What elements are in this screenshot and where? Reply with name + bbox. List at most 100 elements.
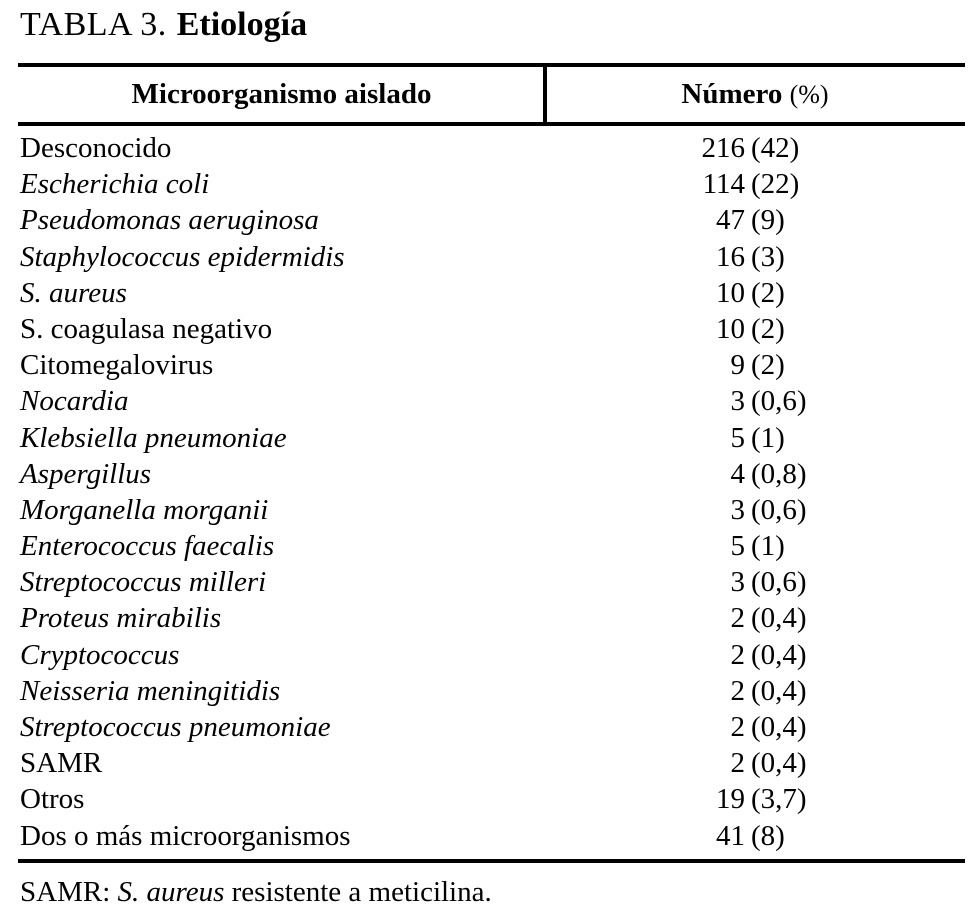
organism-name: S. aureus [20,276,127,309]
count-value: 5 [730,530,746,563]
percent-value: (2) [751,276,785,309]
value-cell: 5 (1) [605,420,965,456]
count-value: 9 [730,349,746,382]
table-row: Klebsiella pneumoniae 5 (1) [18,420,965,456]
organism-name: Desconocido [20,132,172,164]
count-value: 2 [730,747,746,780]
organism-name: Streptococcus pneumoniae [20,711,331,743]
value-cell: 2 (0,4) [605,673,965,709]
percent-value: (8) [751,819,785,852]
header-column-divider [543,63,547,126]
percent-value: (2) [751,349,785,382]
organism-name: Streptococcus milleri [20,566,267,599]
table-row: SAMR 2 (0,4) [18,745,965,781]
percent-value: (0,8) [751,457,807,490]
organism-name: Aspergillus [20,457,152,490]
count-value: 5 [730,421,746,454]
value-cell: 3 (0,6) [605,492,965,528]
organism-name: Klebsiella pneumoniae [20,421,287,454]
value-cell: 16 (3) [605,239,965,275]
table-row: Nocardia 3 (0,6) [18,383,965,419]
organism-name: Otros [20,783,85,816]
value-cell: 3 (0,6) [605,383,965,419]
table-row: S. coagulasa negativo 10 (2) [18,311,965,347]
percent-value: (1) [751,530,785,563]
table-header-row: Microorganismo aislado Número (%) [18,63,965,126]
count-value: 19 [716,783,745,816]
organism-name: Enterococcus faecalis [20,530,275,563]
footnote-definition: resistente a meticilina. [224,876,492,908]
count-value: 2 [730,602,746,635]
table-row: Enterococcus faecalis 5 (1) [18,528,965,564]
table-body: Desconocido 216 (42) Escherichia coli 114 (22… [18,126,965,859]
table-row: Aspergillus 4 (0,8) [18,456,965,492]
percent-value: (0,6) [751,493,807,526]
table-caption: TABLA 3. Etiología [20,4,307,46]
table-row: Streptococcus milleri 3 (0,6) [18,564,965,600]
percent-value: (42) [751,132,800,164]
count-value: 47 [716,204,745,237]
percent-value: (0,6) [751,385,807,418]
footnote-species: S. aureus [117,876,225,908]
percent-value: (9) [751,204,785,237]
value-cell: 19 (3,7) [605,781,965,817]
organism-name: Proteus mirabilis [20,602,222,635]
count-value: 4 [730,457,746,490]
bottom-rule [18,858,965,863]
organism-name: SAMR [20,747,103,780]
count-value: 10 [716,312,745,345]
table-row: Morganella morganii 3 (0,6) [18,492,965,528]
organism-name: Morganella morganii [20,493,269,526]
count-value: 16 [716,240,745,273]
percent-value: (0,6) [751,566,807,599]
percent-value: (2) [751,312,785,345]
percent-value: (22) [751,168,800,201]
organism-name: Cryptococcus [20,638,180,671]
table-row: Proteus mirabilis 2 (0,4) [18,600,965,636]
value-cell: 9 (2) [605,347,965,383]
value-cell: 41 (8) [605,818,965,854]
footnote-abbreviation: SAMR: [20,876,118,908]
organism-name: S. coagulasa negativo [20,312,273,345]
value-cell: 216 (42) [605,130,965,166]
percent-value: (1) [751,421,785,454]
top-rule [18,63,965,67]
table-row: Dos o más microorganismos 41 (8) [18,818,965,854]
count-value: 3 [730,385,746,418]
value-cell: 2 (0,4) [605,745,965,781]
organism-name: Nocardia [20,385,129,418]
value-cell: 10 (2) [605,275,965,311]
value-cell: 3 (0,6) [605,564,965,600]
count-value: 10 [716,276,745,309]
column-header-percent-unit: (%) [789,80,829,109]
table-row: Desconocido 216 (42) [18,130,965,166]
percent-value: (3) [751,240,785,273]
percent-value: (0,4) [751,602,807,635]
table-row: Escherichia coli 114 (22) [18,166,965,202]
table-title: Etiología [176,6,308,43]
table-row: Staphylococcus epidermidis 16 (3) [18,239,965,275]
table-row: S. aureus 10 (2) [18,275,965,311]
count-value: 41 [716,819,745,852]
percent-value: (3,7) [751,783,807,816]
percent-value: (0,4) [751,674,807,707]
value-cell: 2 (0,4) [605,600,965,636]
table-row: Cryptococcus 2 (0,4) [18,637,965,673]
count-value: 114 [702,168,745,201]
column-header-number-label: Número [681,78,783,110]
percent-value: (0,4) [751,711,807,743]
organism-name: Pseudomonas aeruginosa [20,204,319,237]
count-value: 3 [730,493,746,526]
value-cell: 4 (0,8) [605,456,965,492]
value-cell: 5 (1) [605,528,965,564]
value-cell: 10 (2) [605,311,965,347]
table-number-label: TABLA 3. [20,6,167,43]
count-value: 2 [730,674,746,707]
value-cell: 2 (0,4) [605,637,965,673]
value-cell: 114 (22) [605,166,965,202]
table-row: Pseudomonas aeruginosa 47 (9) [18,202,965,238]
organism-name: Citomegalovirus [20,349,214,382]
value-cell: 2 (0,4) [605,709,965,745]
percent-value: (0,4) [751,747,807,780]
